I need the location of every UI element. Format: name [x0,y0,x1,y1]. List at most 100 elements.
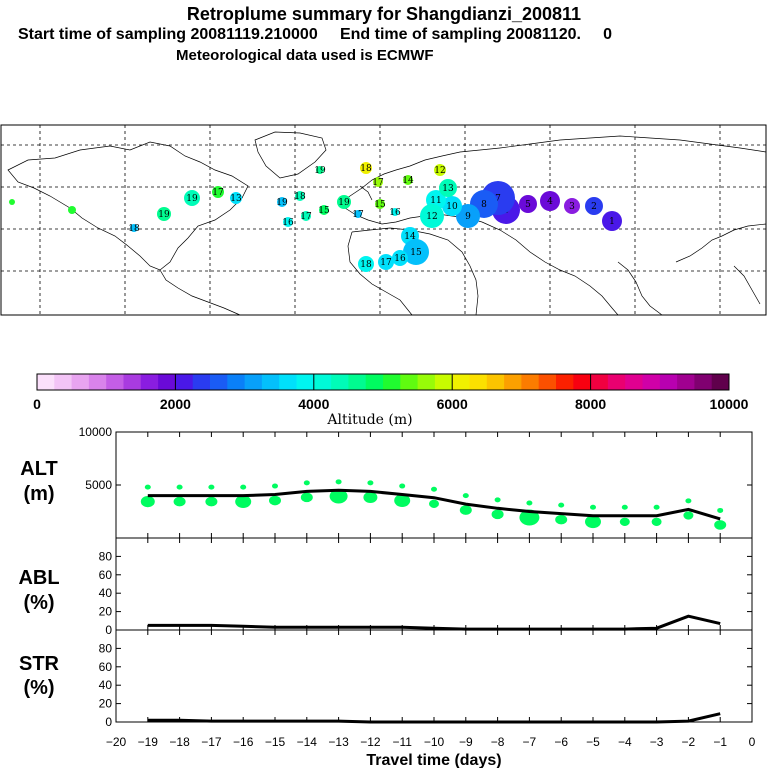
plume-day-label: 12 [426,212,437,222]
plume-point [337,195,351,209]
alt-marker [398,498,407,505]
x-tick-label: −10 [424,735,445,749]
plume-day-label: 18 [360,164,372,174]
alt-marker [271,498,279,505]
colorbar-label: Altitude (m) [326,412,412,428]
y-tick-label: 20 [99,605,113,619]
plume-day-label: 16 [394,254,406,264]
plume-point [378,254,394,270]
plume-day-label: 19 [314,166,326,176]
x-tick-label: −14 [297,735,318,749]
plume-centroids: 1234567891011121314151617181912181714191… [9,162,622,272]
colorbar-tick-label: 4000 [298,396,329,412]
plume-day-label: 16 [389,208,401,218]
plume-day-label: 10 [446,202,458,212]
time-series-panels: 10000 5000 ALT (m) 80 60 40 20 0 ABL (%) 80 60 40 20 0 S… [18,425,755,768]
plume-day-label: 18 [360,260,372,270]
colorbar-swatch [573,374,592,390]
alt-marker [461,508,470,515]
plume-day-label: 3 [569,202,575,212]
colorbar-swatch [210,374,228,390]
panel-label-str: (%) [23,677,54,699]
colorbar-tick-label: 0 [33,396,41,412]
x-tick-label: −16 [233,735,254,749]
plume-day-label: 12 [434,166,445,176]
alt-marker [207,499,216,506]
x-tick-label: −13 [328,735,349,749]
plume-day-label: 14 [404,232,416,242]
y-tick-label: 0 [105,623,112,637]
plume-day-label: 19 [338,198,350,208]
plume-day-label: 15 [318,206,330,216]
alt-marker [143,499,152,506]
page-title: Retroplume summary for Shangdianzi_20081… [186,4,582,24]
alt-marker [431,486,437,492]
alt-marker [176,484,183,490]
x-tick-label: −4 [618,735,632,749]
plume-point [564,198,580,214]
altitude-colorbar: 0 2000 4000 6000 8000 10000 Altitude (m) [33,373,749,428]
plume-point [295,191,305,201]
alt-marker [652,520,661,527]
y-tick-label: 10000 [79,425,113,439]
plume-day-label: 16 [282,218,294,228]
sampling-times: Start time of sampling 20081119.210000 E… [18,26,613,43]
x-tick-label: −15 [265,735,286,749]
colorbar-swatch [158,374,176,390]
alt-marker [717,507,724,513]
colorbar-swatch [106,374,124,390]
alt-marker [302,495,311,502]
plume-point [358,256,374,272]
panel-frame-abl [115,537,753,631]
colorbar-swatch [192,374,211,390]
plume-day-label: 2 [591,202,597,212]
plume-day-label: 17 [300,212,312,222]
panel-label-alt: ALT [20,458,57,480]
colorbar-swatch [54,374,73,390]
colorbar-swatch [469,374,488,390]
plume-point [157,207,171,221]
plume-point [602,211,622,231]
colorbar-tick-label: 2000 [160,396,191,412]
plume-point [391,208,399,216]
alt-marker [208,484,215,490]
retroplume-map: 1234567891011121314151617181912181714191… [0,124,767,316]
plume-day-label: 17 [380,258,392,268]
plume-point [130,224,138,232]
colorbar-swatch [365,374,384,390]
x-tick-label: −9 [459,735,473,749]
alt-marker [430,502,438,509]
panel-label-str: STR [19,653,60,675]
colorbar-swatch [37,374,55,390]
map-frame [0,124,767,316]
plume-point [420,204,444,228]
alt-marker [589,520,597,527]
y-tick-label: 80 [99,549,113,563]
x-tick-label: −8 [491,735,505,749]
x-tick-label: 0 [749,735,756,749]
colorbar-swatch [71,374,90,390]
plume-day-label: 19 [276,198,288,208]
x-tick-label: −7 [523,735,537,749]
alt-marker [557,517,566,524]
x-tick-label: −19 [138,735,159,749]
alt-marker [685,498,692,504]
colorbar-swatch [677,374,695,390]
plume-day-label: 18 [294,192,306,202]
plume-point [283,217,293,227]
y-tick-label: 0 [105,715,112,729]
plume-point [585,197,603,215]
x-tick-label: −12 [360,735,381,749]
plume-day-label: 17 [212,188,224,198]
plume-day-label: 19 [158,210,170,220]
y-tick-label: 20 [99,697,113,711]
plume-point [519,195,537,213]
alt-marker [620,520,629,527]
plume-point [184,190,200,206]
colorbar-swatch [313,374,332,390]
plume-point [392,250,408,266]
colorbar-swatch [504,374,522,390]
plume-point [540,191,560,211]
colorbar-swatch [348,374,367,390]
plume-day-label: 8 [481,200,487,210]
